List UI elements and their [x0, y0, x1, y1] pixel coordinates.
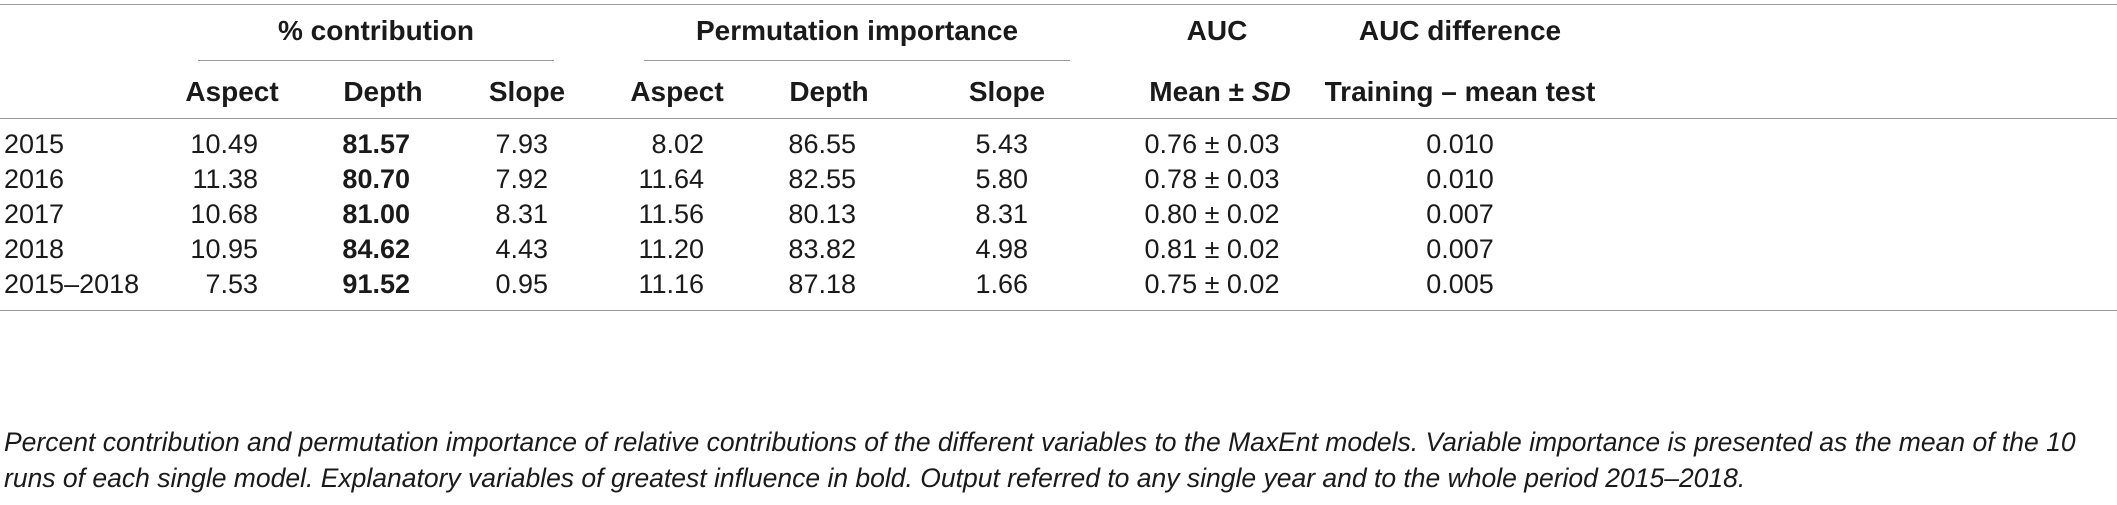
cell-auc-difference: 0.010 — [1426, 129, 1494, 159]
subheader-contribution-aspect: Aspect — [185, 76, 279, 107]
cell-auc-mean: 0.80 ± 0.02 — [1144, 199, 1280, 229]
row-year: 2018 — [4, 234, 65, 264]
group-header-permutation: Permutation importance — [695, 15, 1019, 46]
subheader-permutation-depth: Depth — [789, 76, 869, 107]
cell-contribution-depth: 80.70 — [342, 164, 410, 194]
header-bottom-rule — [0, 118, 2117, 119]
cell-contribution-depth: 81.00 — [342, 199, 410, 229]
cell-permutation-slope: 4.98 — [975, 234, 1028, 264]
cell-permutation-aspect: 8.02 — [651, 129, 704, 159]
group-header-contribution: % contribution — [278, 15, 474, 46]
row-year: 2015 — [4, 129, 65, 159]
subheader-auc-difference: Training – mean test — [1324, 76, 1596, 107]
table-top-rule — [0, 4, 2117, 5]
cell-contribution-slope: 7.92 — [495, 164, 548, 194]
cell-auc-difference: 0.010 — [1426, 164, 1494, 194]
table-caption: Percent contribution and permutation imp… — [4, 427, 2076, 493]
cell-permutation-depth: 80.13 — [788, 199, 856, 229]
cell-auc-mean: 0.78 ± 0.03 — [1144, 164, 1280, 194]
cell-contribution-aspect: 7.53 — [205, 269, 258, 299]
table-bottom-rule — [0, 310, 2117, 311]
permutation-group-rule — [644, 60, 1070, 61]
cell-permutation-slope: 5.80 — [975, 164, 1028, 194]
auc-sd-label: SD — [1251, 76, 1291, 107]
cell-contribution-aspect: 10.95 — [190, 234, 258, 264]
group-header-auc-difference: AUC difference — [1358, 15, 1562, 46]
cell-contribution-aspect: 11.38 — [192, 164, 258, 194]
cell-auc-mean: 0.76 ± 0.03 — [1144, 129, 1280, 159]
row-year: 2017 — [4, 199, 65, 229]
cell-contribution-depth: 91.52 — [342, 269, 410, 299]
cell-permutation-aspect: 11.16 — [638, 269, 704, 299]
cell-contribution-depth: 81.57 — [342, 129, 410, 159]
cell-contribution-slope: 4.43 — [495, 234, 548, 264]
cell-permutation-depth: 82.55 — [788, 164, 856, 194]
subheader-permutation-aspect: Aspect — [630, 76, 724, 107]
cell-auc-mean: 0.75 ± 0.02 — [1144, 269, 1280, 299]
cell-auc-mean: 0.81 ± 0.02 — [1144, 234, 1280, 264]
cell-auc-difference: 0.007 — [1426, 199, 1494, 229]
cell-permutation-slope: 1.66 — [975, 269, 1028, 299]
cell-contribution-aspect: 10.49 — [190, 129, 258, 159]
subheader-permutation-slope: Slope — [968, 76, 1046, 107]
cell-contribution-slope: 7.93 — [495, 129, 548, 159]
cell-contribution-slope: 0.95 — [495, 269, 548, 299]
cell-permutation-depth: 86.55 — [788, 129, 856, 159]
row-year: 2015–2018 — [4, 269, 140, 299]
contribution-group-rule — [198, 60, 554, 61]
cell-permutation-depth: 83.82 — [788, 234, 856, 264]
subheader-auc-mean-sd: Mean ± SD — [1149, 76, 1290, 108]
cell-contribution-aspect: 10.68 — [190, 199, 258, 229]
cell-auc-difference: 0.005 — [1426, 269, 1494, 299]
subheader-contribution-depth: Depth — [343, 76, 423, 107]
cell-contribution-depth: 84.62 — [342, 234, 410, 264]
cell-contribution-slope: 8.31 — [495, 199, 548, 229]
cell-permutation-slope: 8.31 — [975, 199, 1028, 229]
cell-permutation-slope: 5.43 — [975, 129, 1028, 159]
cell-permutation-aspect: 11.56 — [638, 199, 704, 229]
row-year: 2016 — [4, 164, 65, 194]
cell-auc-difference: 0.007 — [1426, 234, 1494, 264]
auc-mean-prefix: Mean ± — [1149, 76, 1252, 107]
cell-permutation-aspect: 11.64 — [638, 164, 704, 194]
subheader-contribution-slope: Slope — [488, 76, 566, 107]
cell-permutation-depth: 87.18 — [788, 269, 856, 299]
group-header-auc: AUC — [1186, 15, 1248, 46]
cell-permutation-aspect: 11.20 — [638, 234, 704, 264]
